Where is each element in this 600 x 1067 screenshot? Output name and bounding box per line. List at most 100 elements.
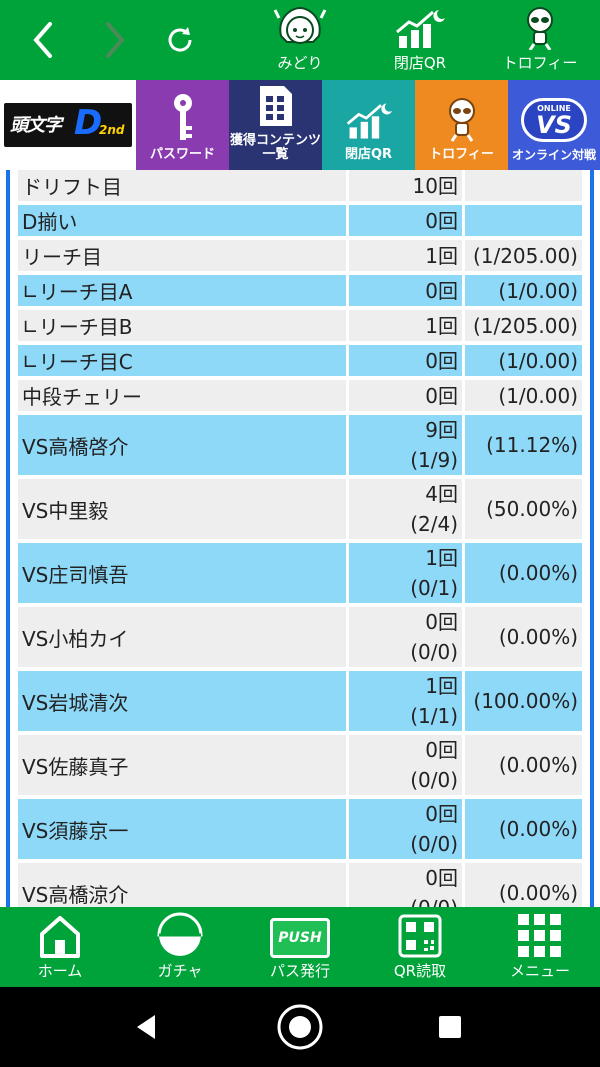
stat-count: 0回 [425,278,458,303]
system-home-button[interactable] [275,1004,325,1050]
stat-name: 中段チェリー [18,380,346,411]
stat-count: 0回 [425,610,458,634]
tab-home-label: ホーム [37,962,83,980]
chevron-right-icon [106,22,125,58]
tab-pass-issue-label: パス発行 [269,962,330,980]
reload-button[interactable] [155,0,205,80]
password-tile[interactable]: パスワード [136,80,229,170]
tab-qr-read[interactable]: QR読取 [360,907,480,987]
stat-name: VS須藤京一 [18,799,346,859]
tab-qr-read-label: QR読取 [393,962,447,980]
stat-name: ∟リーチ目C [18,345,346,376]
stats-row: VS高橋啓介 9回 (1/9) (11.12%) [18,415,582,475]
stat-win-ratio: (2/4) [410,512,458,536]
capsule-icon [157,912,203,956]
stat-count: 1回 [425,313,458,338]
square-recents-icon [439,1016,461,1038]
triangle-back-icon [137,1015,155,1039]
stat-rate: (1/0.00) [462,345,582,376]
midori-button[interactable]: みどり [245,6,355,76]
tab-menu-label: メニュー [509,962,570,980]
stats-row: ∟リーチ目A 0回 (1/0.00) [18,275,582,306]
stat-count-cell: 0回 (0/0) [346,799,462,859]
trophy-label: トロフィー [502,54,578,72]
tab-gacha[interactable]: ガチャ [120,907,240,987]
acquired-content-label-1: 獲得コンテンツ [229,133,321,148]
house-icon [40,916,80,958]
logo-text-sub: 2nd [99,123,125,137]
stat-count-cell: 0回 [346,275,462,306]
grid-menu-icon [518,914,561,957]
logo-mark: 頭文字 D 2nd [4,103,132,147]
stats-row: ∟リーチ目B 1回 (1/205.00) [18,310,582,341]
stats-row: VS中里毅 4回 (2/4) (50.00%) [18,479,582,539]
stat-count-cell: 0回 (0/0) [346,735,462,795]
stats-row: 中段チェリー 0回 (1/0.00) [18,380,582,411]
push-badge-text: PUSH [278,930,322,946]
chart-moon-icon [396,10,445,48]
online-battle-tile[interactable]: ONLINE VS オンライン対戦 [508,80,600,170]
alien-trophy-icon [448,98,475,142]
stats-table: ドリフト目 10回 D揃い 0回 リーチ目 1回 (1/205.00) ∟リーチ目A 0回 (1/… [18,170,582,907]
acquired-content-label-2: 一覧 [262,147,289,162]
document-grid-icon [259,86,292,126]
stat-count-cell: 0回 [346,380,462,411]
closeqr-button[interactable]: 閉店QR [365,6,475,76]
tab-pass-issue[interactable]: PUSH パス発行 [240,907,360,987]
stat-count-cell: 0回 (0/0) [346,607,462,667]
logo-text-main: 頭文字 [10,115,62,136]
tab-menu[interactable]: メニュー [480,907,600,987]
stat-name: VS高橋涼介 [18,863,346,907]
stat-win-ratio: (0/0) [410,768,458,792]
stat-name: ∟リーチ目B [18,310,346,341]
stat-rate: (0.00%) [462,863,582,907]
stat-count-cell: 10回 [346,170,462,201]
stats-row: リーチ目 1回 (1/205.00) [18,240,582,271]
content-frame [6,170,594,907]
stat-rate [462,205,582,236]
stat-name: ∟リーチ目A [18,275,346,306]
midori-label: みどり [277,54,323,72]
trophy-button[interactable]: トロフィー [485,6,595,76]
stat-name: ドリフト目 [18,170,346,201]
back-button[interactable] [18,0,68,80]
stat-rate: (11.12%) [462,415,582,475]
trophy-tile-label: トロフィー [429,147,494,162]
system-recents-button[interactable] [425,1007,475,1047]
stat-win-ratio: (1/1) [410,704,458,728]
stat-count: 1回 [425,546,458,570]
stat-name: VS岩城清次 [18,671,346,731]
acquired-content-tile[interactable]: 獲得コンテンツ 一覧 [229,80,322,170]
stat-count-cell: 0回 [346,345,462,376]
stat-name: リーチ目 [18,240,346,271]
stat-count: 0回 [425,208,458,233]
stat-rate: (1/205.00) [462,240,582,271]
stat-name: VS中里毅 [18,479,346,539]
chevron-left-icon [33,22,52,58]
shortcut-header: 頭文字 D 2nd パスワード 獲得コンテンツ 一覧 閉店QR [0,80,600,170]
tab-home[interactable]: ホーム [0,907,120,987]
stat-rate: (50.00%) [462,479,582,539]
push-sign-icon: PUSH [270,918,330,958]
stat-win-ratio: (0/1) [410,576,458,600]
game-logo[interactable]: 頭文字 D 2nd [0,80,136,170]
stat-name: VS庄司慎吾 [18,543,346,603]
reload-icon [168,27,192,52]
closeqr-tile[interactable]: 閉店QR [322,80,415,170]
trophy-tile[interactable]: トロフィー [415,80,508,170]
stat-count: 4回 [425,482,458,506]
closeqr-label: 閉店QR [393,54,447,72]
stat-count-cell: 1回 (0/1) [346,543,462,603]
stat-rate: (100.00%) [462,671,582,731]
logo-text-d: D [74,103,103,143]
online-battle-label: オンライン対戦 [511,148,596,162]
stats-content[interactable]: ドリフト目 10回 D揃い 0回 リーチ目 1回 (1/205.00) ∟リーチ目A 0回 (1/… [0,170,600,907]
system-back-button[interactable] [122,1007,172,1047]
stat-count: 0回 [425,738,458,762]
stats-row: VS須藤京一 0回 (0/0) (0.00%) [18,799,582,859]
forward-button[interactable] [90,0,140,80]
closeqr-tile-label: 閉店QR [344,147,393,162]
stat-count: 1回 [425,243,458,268]
stat-count-cell: 1回 (1/1) [346,671,462,731]
stat-count: 0回 [425,348,458,373]
